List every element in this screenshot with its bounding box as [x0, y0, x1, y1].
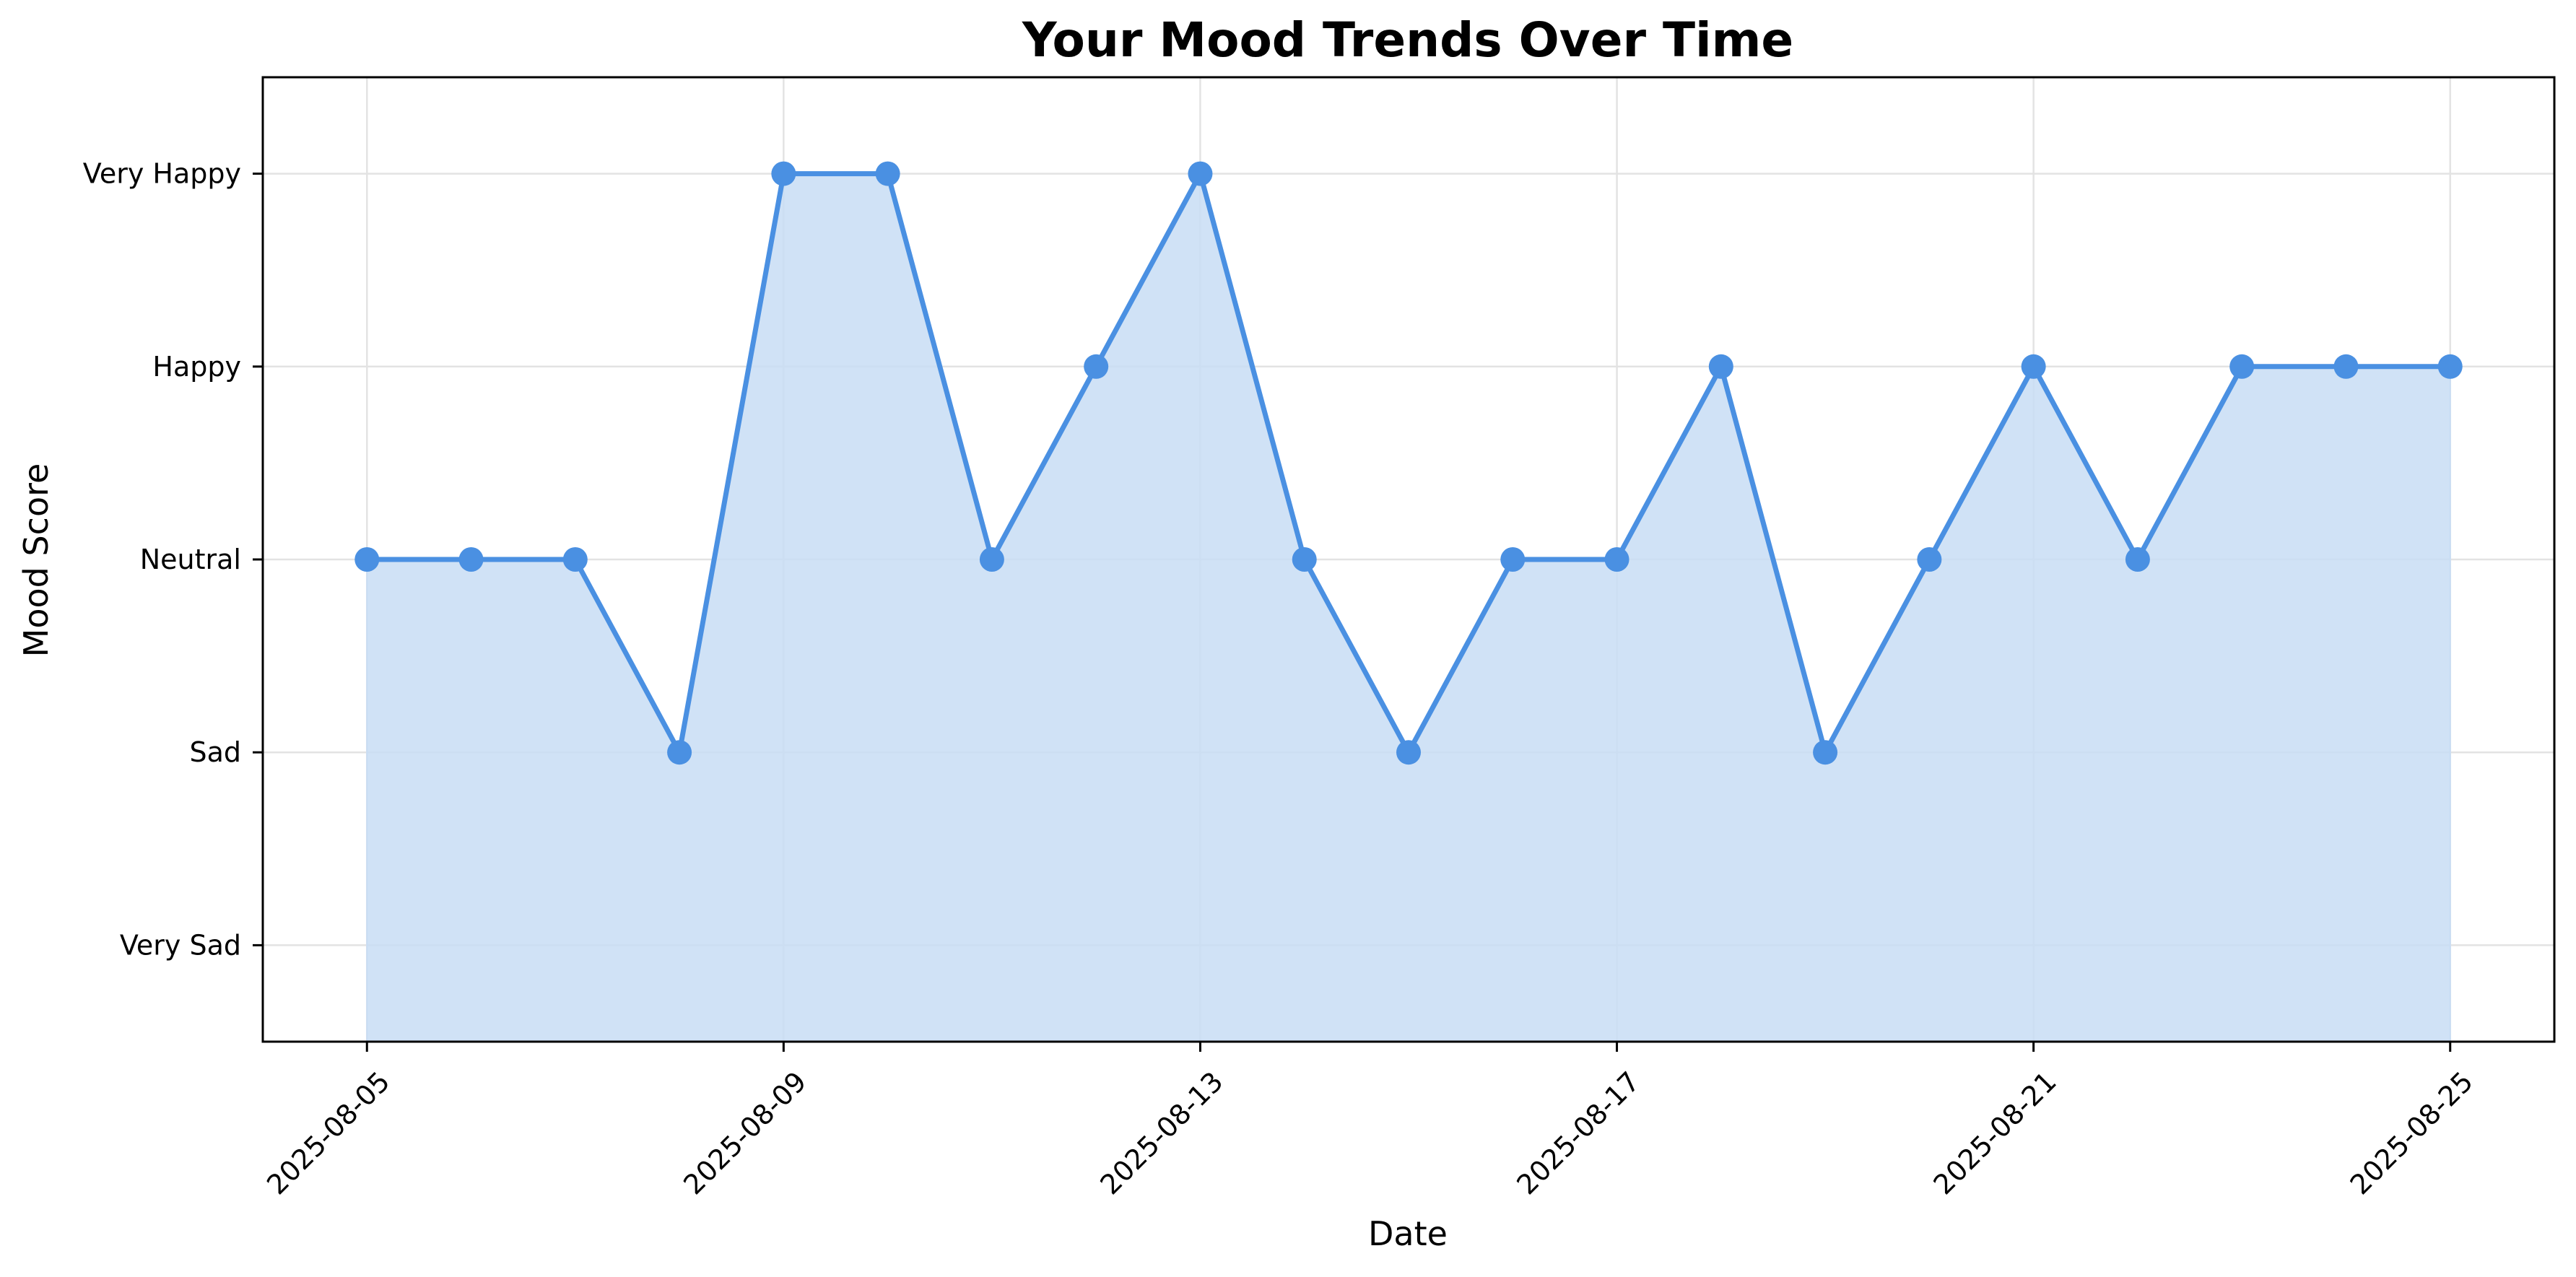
mood-point: [1500, 547, 1526, 572]
mood-point: [354, 547, 380, 572]
mood-point: [562, 547, 588, 572]
mood-point: [1084, 354, 1109, 379]
y-tick-label: Very Sad: [120, 929, 241, 961]
y-axis-title: Mood Score: [17, 463, 56, 658]
mood-point: [1708, 354, 1733, 379]
mood-point: [1917, 547, 1942, 572]
mood-point: [1188, 161, 1213, 186]
mood-point: [1813, 740, 1838, 765]
mood-point: [2125, 547, 2150, 572]
mood-point: [2021, 354, 2046, 379]
y-tick-label: Sad: [189, 736, 241, 768]
mood-point: [1292, 547, 1317, 572]
y-axis-ticks: Very Sad Sad Neutral Happy Very Happy: [83, 158, 263, 961]
y-tick-label: Neutral: [140, 544, 241, 575]
mood-point: [875, 161, 900, 186]
mood-point: [979, 547, 1004, 572]
mood-point: [771, 161, 796, 186]
mood-points: [354, 161, 2463, 765]
mood-point: [2229, 354, 2255, 379]
chart-title: Your Mood Trends Over Time: [1022, 12, 1793, 68]
mood-point: [458, 547, 484, 572]
mood-point: [1604, 547, 1629, 572]
mood-point: [667, 740, 692, 765]
x-axis-title: Date: [1368, 1214, 1448, 1253]
y-tick-label: Happy: [152, 351, 241, 383]
mood-point: [2437, 354, 2463, 379]
mood-point: [1396, 740, 1421, 765]
y-tick-label: Very Happy: [83, 158, 241, 190]
mood-point: [2333, 354, 2359, 379]
